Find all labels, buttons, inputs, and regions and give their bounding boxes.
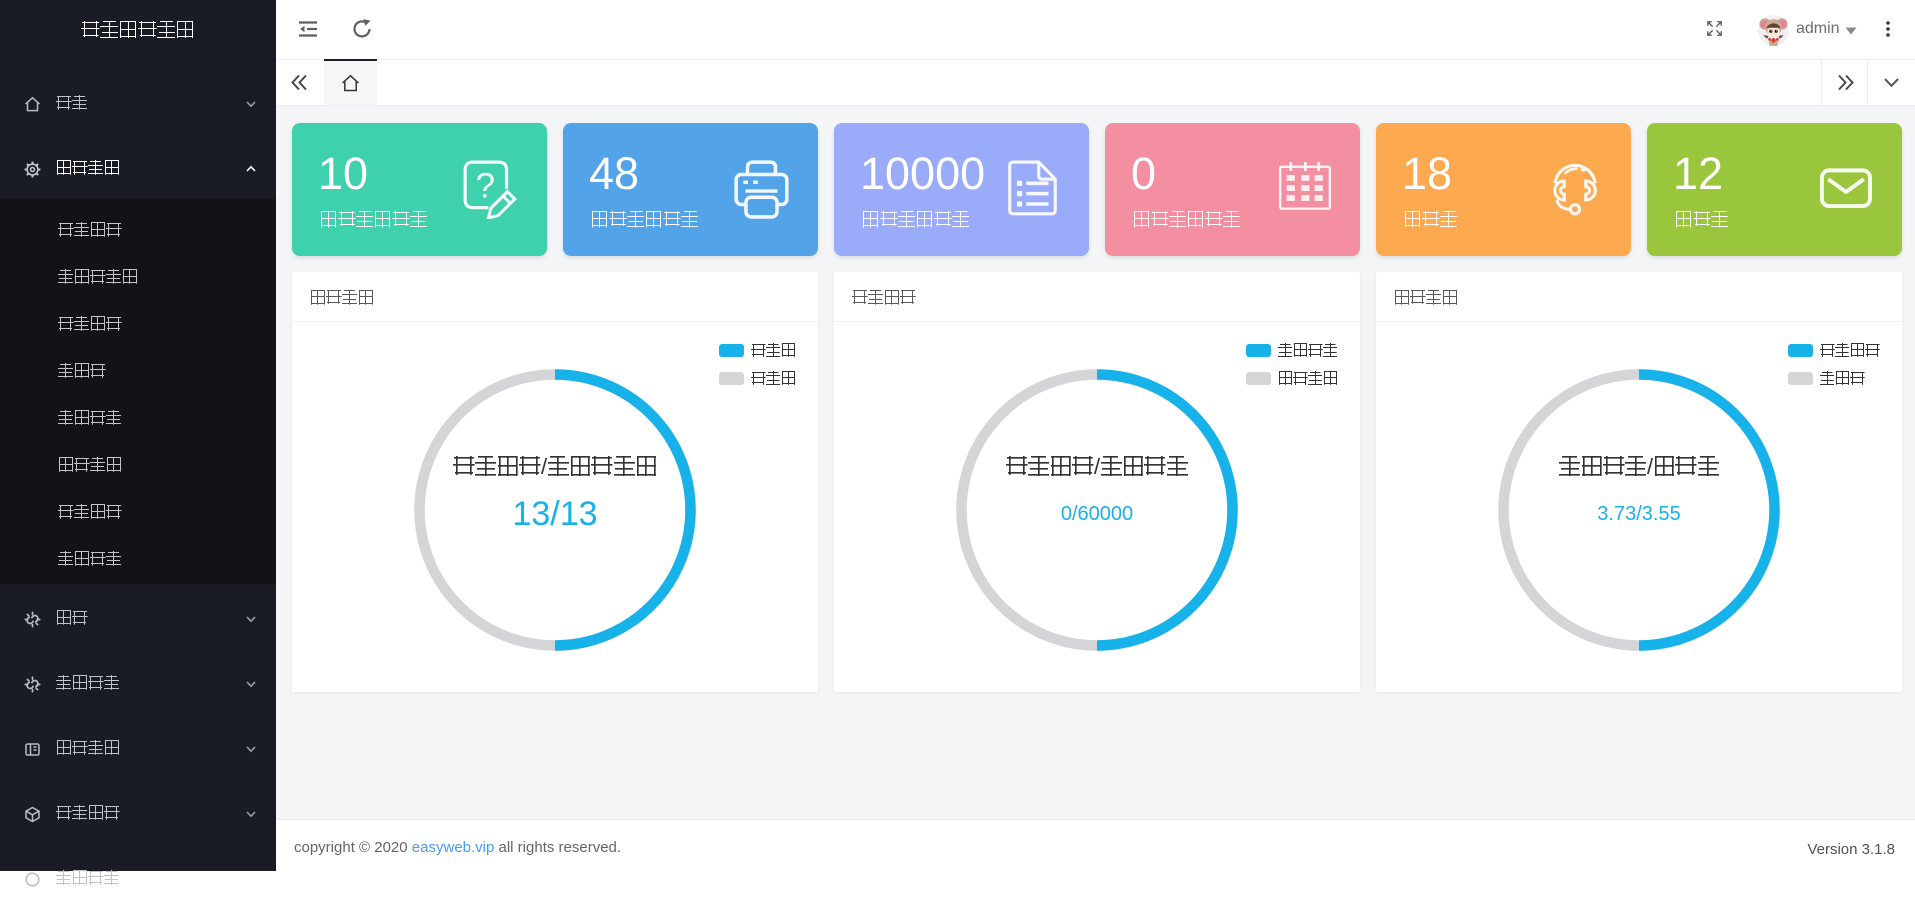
svg-text:?: ? xyxy=(476,166,496,205)
